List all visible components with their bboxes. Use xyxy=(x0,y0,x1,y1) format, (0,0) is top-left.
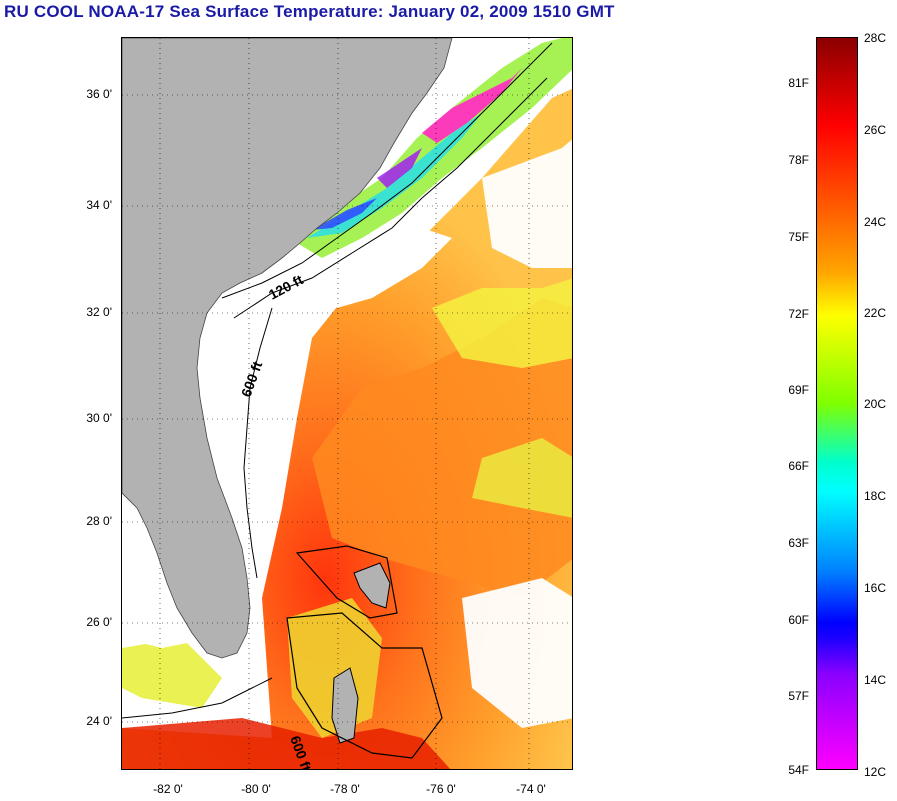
bahamas-yellow xyxy=(287,598,382,738)
shelf-blue-water xyxy=(312,198,377,230)
lat-label-32: 32 0' xyxy=(86,305,112,319)
cloud-east xyxy=(482,139,572,268)
isobath-600ft xyxy=(233,77,548,319)
cb-c-16: 16C xyxy=(864,581,887,595)
contour-label-120ft: 120 ft xyxy=(266,271,306,302)
cb-f-63: 63F xyxy=(788,536,809,550)
cb-c-12: 12C xyxy=(864,765,887,779)
sst-map: 120 ft 600 ft 600 ft xyxy=(121,37,573,770)
cb-f-54: 54F xyxy=(788,763,809,777)
southeast-us-land xyxy=(122,38,453,659)
sst-map-svg: 120 ft 600 ft 600 ft xyxy=(122,38,572,769)
cb-f-60: 60F xyxy=(788,613,809,627)
chart-title: RU COOL NOAA-17 Sea Surface Temperature:… xyxy=(4,2,615,21)
temperature-colorbar xyxy=(816,37,858,770)
lon-label-76: -76 0' xyxy=(426,782,456,796)
cloud-north xyxy=(322,228,452,308)
isobath-120ft xyxy=(221,42,553,299)
cb-c-22: 22C xyxy=(864,306,887,320)
florida-bay-yellow xyxy=(122,638,222,708)
sargasso-orange xyxy=(312,298,572,598)
lon-label-78: -78 0' xyxy=(330,782,360,796)
lat-label-24: 24 0' xyxy=(86,714,112,728)
cb-c-18: 18C xyxy=(864,489,887,503)
grand-bahama-island xyxy=(353,562,391,609)
isobath-600ft-florida xyxy=(243,307,273,579)
cloud-south xyxy=(462,578,572,728)
lon-label-74: -74 0' xyxy=(516,782,546,796)
cb-c-24: 24C xyxy=(864,215,887,229)
lat-label-28: 28 0' xyxy=(86,514,112,528)
map-grid xyxy=(122,38,572,769)
cb-f-75: 75F xyxy=(788,230,809,244)
bahama-bank-contour xyxy=(295,545,398,619)
cb-c-26: 26C xyxy=(864,123,887,137)
cb-f-69: 69F xyxy=(788,383,809,397)
cb-c-20: 20C xyxy=(864,397,887,411)
great-bahama-bank-contour xyxy=(286,612,443,759)
yellow-water-southeast xyxy=(472,438,572,518)
lon-label-80: -80 0' xyxy=(241,782,271,796)
cb-c-14: 14C xyxy=(864,673,887,687)
cb-f-57: 57F xyxy=(788,689,809,703)
cb-f-72: 72F xyxy=(788,307,809,321)
lat-label-30: 30 0' xyxy=(86,411,112,425)
keys-red xyxy=(122,718,451,769)
cb-f-81: 81F xyxy=(788,76,809,90)
cb-f-66: 66F xyxy=(788,459,809,473)
cb-f-78: 78F xyxy=(788,153,809,167)
cb-c-28: 28C xyxy=(864,31,887,45)
nearshore-purple xyxy=(377,148,422,188)
lat-label-36: 36 0' xyxy=(86,87,112,101)
andros-island xyxy=(331,667,359,744)
lat-label-34: 34 0' xyxy=(86,198,112,212)
lon-label-82: -82 0' xyxy=(153,782,183,796)
yellow-water-east xyxy=(432,278,572,368)
shelf-cyan-water xyxy=(307,113,482,238)
lat-label-26: 26 0' xyxy=(86,615,112,629)
isobath-keys xyxy=(122,677,273,719)
nearshore-magenta xyxy=(422,68,522,143)
